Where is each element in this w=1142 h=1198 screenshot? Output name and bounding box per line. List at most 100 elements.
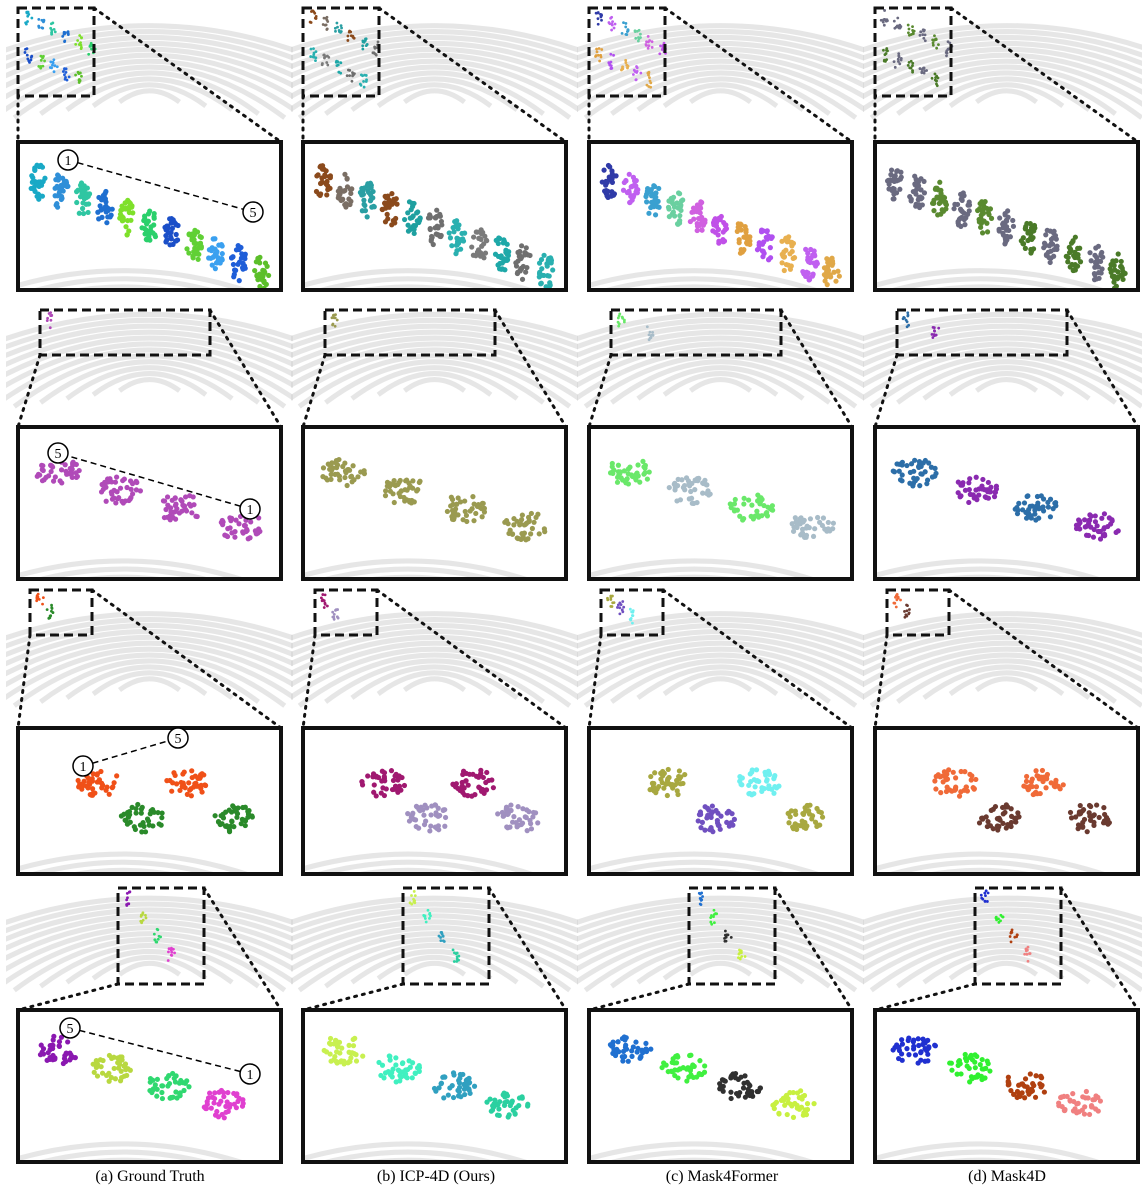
instance-point [1043, 785, 1049, 791]
instance-point [231, 1090, 237, 1097]
instance-point [938, 190, 944, 197]
instance-point [389, 786, 396, 793]
instance-point [625, 1058, 631, 1064]
instance-point [1067, 1097, 1073, 1103]
overview-instance-point [909, 59, 913, 63]
instance-point [118, 813, 125, 819]
instance-point [789, 521, 795, 527]
scan-arc [303, 851, 539, 874]
instance-point [329, 467, 335, 473]
instance-point [1039, 767, 1046, 774]
overview-instance-point [594, 55, 597, 58]
overview-instance-point [361, 47, 365, 51]
instance-point [513, 263, 520, 269]
instance-point [715, 232, 721, 238]
scan-arc [577, 901, 864, 934]
scan-arc [577, 640, 864, 688]
scan-arc [39, 658, 260, 704]
overview-instance-point [621, 610, 625, 614]
instance-point [805, 270, 811, 276]
scan-arc [324, 942, 545, 989]
overview-instance-point [337, 70, 341, 74]
instance-point [1024, 1084, 1030, 1090]
instance-point [709, 803, 715, 809]
instance-point [519, 276, 526, 282]
instance-point [449, 513, 455, 520]
instance-point [741, 1080, 747, 1086]
instance-point [651, 780, 657, 787]
instance-point [726, 809, 732, 815]
overview-instance-point [364, 37, 368, 41]
instance-point [230, 261, 237, 268]
scan-arc [65, 948, 234, 985]
instance-point [68, 1052, 74, 1058]
overview-instance-point [24, 21, 28, 25]
instance-point [986, 212, 992, 218]
instance-point [126, 199, 132, 205]
overview-instance-point [933, 34, 936, 38]
selection-box [885, 588, 951, 637]
zoom-scan [18, 459, 263, 579]
overview-instance-point [986, 891, 990, 895]
overview-instance-point [48, 614, 52, 618]
instance-point [1040, 778, 1046, 785]
instance-point [159, 815, 165, 821]
overview-instance-point [905, 320, 909, 324]
instance-point [103, 1072, 110, 1079]
instance-point [671, 1060, 677, 1066]
instance-point [760, 248, 766, 254]
instance-point [1084, 829, 1090, 835]
instance-point [483, 237, 489, 243]
instance-point [469, 506, 475, 512]
instance-point [1023, 778, 1030, 784]
instance-point [178, 779, 184, 786]
instance-point [395, 789, 401, 795]
scan-arc [662, 82, 779, 108]
instance-point [817, 822, 823, 828]
instance-point [242, 256, 248, 262]
scan-arc [350, 365, 519, 401]
instance-point [956, 216, 963, 222]
instance-point [623, 177, 629, 184]
instance-point [128, 486, 134, 492]
instance-point [240, 530, 246, 536]
overview-instance-point [362, 85, 366, 89]
overview-instance-point [594, 11, 598, 15]
instance-point [478, 770, 484, 776]
overview-instance-point [892, 19, 896, 23]
instance-point [779, 238, 785, 244]
overview-instance-point [332, 316, 336, 320]
scan-arc [863, 58, 1142, 112]
instance-point [1020, 241, 1027, 247]
instance-point [1034, 493, 1041, 500]
scan-arc [118, 960, 181, 977]
overview-instance-point [646, 46, 650, 50]
overview-instance-point [331, 610, 335, 614]
overview-instance-point [899, 58, 903, 62]
panel-row3-col4 [863, 588, 1142, 876]
instance-point [742, 1073, 748, 1079]
instance-point [177, 787, 183, 794]
scan-arc [6, 23, 293, 53]
instance-point [633, 183, 639, 189]
instance-point [827, 274, 833, 280]
instance-point [677, 1066, 683, 1072]
instance-point [808, 246, 814, 253]
scan-arc [875, 1141, 1105, 1162]
instance-point [716, 240, 722, 246]
instance-point [109, 1055, 115, 1061]
instance-point [455, 495, 461, 501]
instance-point [147, 1079, 153, 1085]
instance-point [40, 467, 46, 474]
overview-instance-point [931, 336, 935, 339]
instance-point [1063, 253, 1069, 259]
instance-point [764, 777, 770, 783]
instance-point [652, 212, 659, 218]
overview-instance-point [724, 939, 728, 943]
instance-point [129, 804, 135, 810]
zoom-frame [16, 726, 283, 876]
instance-point [223, 809, 229, 815]
overview-instance-point [314, 56, 318, 60]
instance-point [383, 488, 389, 494]
instance-point [1057, 786, 1063, 792]
